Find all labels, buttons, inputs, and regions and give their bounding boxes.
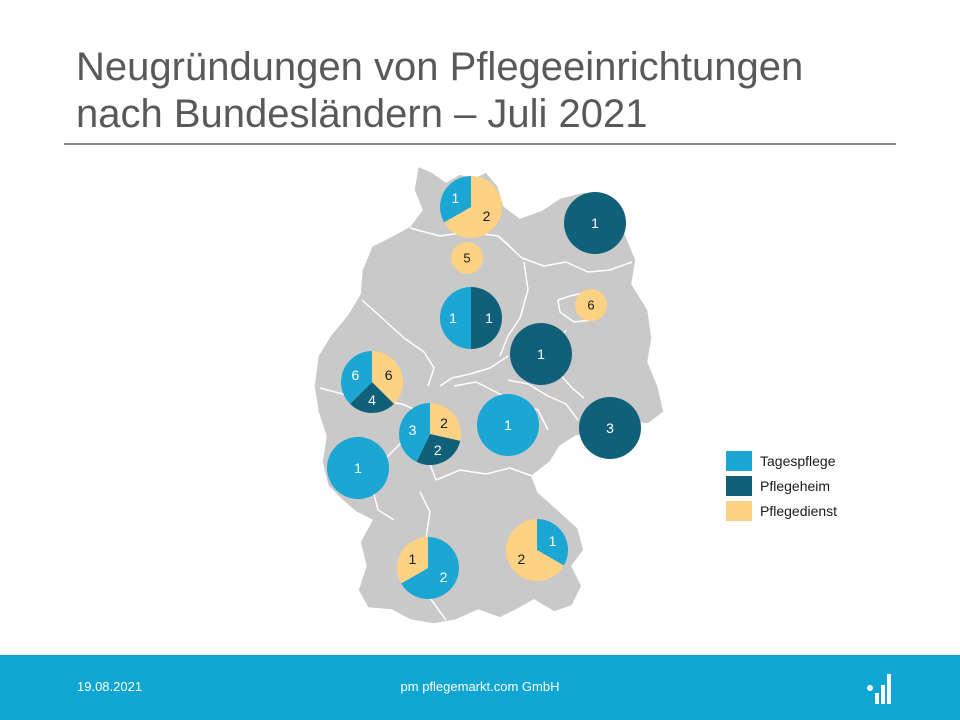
legend-swatch-tagespflege [726,450,752,471]
title-line-2: nach Bundesländern – Juli 2021 [76,92,648,136]
legend-label-pflegedienst: Pflegedienst [760,502,838,519]
pie-mecklenburg-vorpommern: 1 [564,192,626,254]
pie-sachsen-anhalt: 1 [510,323,572,385]
pie-sachsen: 3 [579,397,641,459]
pie-slice-berlin-pflegedienst [575,289,607,321]
pie-label-schleswig-holstein-pflegedienst: 2 [483,208,491,224]
legend-swatch-pflegedienst [726,500,752,521]
pie-label-nordrhein-westfalen-pflegedienst: 6 [385,367,393,383]
pie-label-berlin-pflegedienst: 6 [587,298,594,313]
legend-swatch-pflegeheim [726,475,752,496]
legend-item-pflegeheim: Pflegeheim [726,473,837,498]
legend-item-pflegedienst: Pflegedienst [726,498,837,523]
pie-slice-thueringen-tagespflege [477,394,539,456]
pie-label-hessen-tagespflege: 3 [409,422,417,438]
pie-slice-bayern-tagespflege [537,519,568,566]
pflegemarkt-logo-icon [867,674,891,704]
pie-slice-hamburg-pflegedienst [451,242,483,274]
pie-slice-hessen-tagespflege [399,403,430,462]
title-divider [64,143,896,145]
pie-baden-wuerttemberg: 21 [396,537,459,599]
pie-slice-nordrhein-westfalen-pflegeheim [350,382,394,413]
pie-label-hamburg-pflegedienst: 5 [463,251,470,266]
pie-slice-baden-wuerttemberg-tagespflege [401,537,459,599]
pie-label-niedersachsen-pflegeheim: 1 [485,310,493,326]
pie-hessen: 2 2 3 [399,403,461,465]
pie-label-thueringen-tagespflege: 1 [504,417,512,433]
pie-slice-nordrhein-westfalen-tagespflege [340,351,372,404]
pie-hamburg: 5 [451,242,483,274]
footer-date: 19.08.2021 [77,679,143,694]
pie-label-mecklenburg-vorpommern-pflegeheim: 1 [591,215,599,231]
pie-thueringen: 1 [477,394,539,456]
pie-slice-rheinland-pfalz-tagespflege [327,437,389,499]
pie-label-nordrhein-westfalen-pflegeheim: 4 [368,392,376,408]
pie-label-bayern-tagespflege: 1 [549,533,557,549]
page-title: Neugründungen von Pflegeeinrichtungen na… [76,44,916,138]
pie-slice-schleswig-holstein-tagespflege [440,176,471,223]
pie-label-hessen-pflegeheim: 2 [434,442,442,458]
pie-bayern: 12 [506,519,568,581]
pie-label-niedersachsen-tagespflege: 1 [449,310,457,326]
pie-slice-hessen-pflegedienst [430,403,461,441]
pie-slice-niedersachsen-pflegeheim [471,287,502,349]
pie-label-baden-wuerttemberg-tagespflege: 2 [440,569,448,585]
pie-label-nordrhein-westfalen-tagespflege: 6 [351,367,359,383]
pie-berlin: 6 [575,289,607,321]
pie-label-baden-wuerttemberg-pflegedienst: 1 [409,551,417,567]
footer-bar: 19.08.2021 pm pflegemarkt.com GmbH [0,655,960,720]
pie-label-rheinland-pfalz-tagespflege: 1 [354,460,362,476]
pie-slice-bayern-pflegedienst [506,519,564,581]
pie-rheinland-pfalz: 1 [327,437,389,499]
legend-item-tagespflege: Tagespflege [726,448,837,473]
pie-slice-sachsen-anhalt-pflegeheim [510,323,572,385]
pie-label-hessen-pflegedienst: 2 [440,415,448,431]
pie-label-schleswig-holstein-tagespflege: 1 [452,190,460,206]
legend-label-tagespflege: Tagespflege [760,452,836,469]
pie-slice-hessen-pflegeheim [416,434,461,465]
pie-slice-niedersachsen-tagespflege [440,287,471,349]
pie-slice-schleswig-holstein-pflegedienst [444,176,502,238]
pie-slice-nordrhein-westfalen-pflegedienst [372,351,403,404]
pie-slice-sachsen-pflegeheim [579,397,641,459]
pie-label-bayern-pflegedienst: 2 [518,551,526,567]
pie-slice-baden-wuerttemberg-pflegedienst [396,537,428,584]
pie-label-sachsen-anhalt-pflegeheim: 1 [537,346,545,362]
legend-label-pflegeheim: Pflegeheim [760,477,831,494]
footer-company: pm pflegemarkt.com GmbH [400,679,560,694]
title-line-1: Neugründungen von Pflegeeinrichtungen [76,45,804,89]
pie-slice-mecklenburg-vorpommern-pflegeheim [564,192,626,254]
legend: Tagespflege Pflegeheim Pflegedienst [726,448,837,523]
pie-schleswig-holstein: 12 [440,176,502,238]
pie-label-sachsen-pflegeheim: 3 [606,420,614,436]
pie-nordrhein-westfalen: 646 [340,351,403,413]
